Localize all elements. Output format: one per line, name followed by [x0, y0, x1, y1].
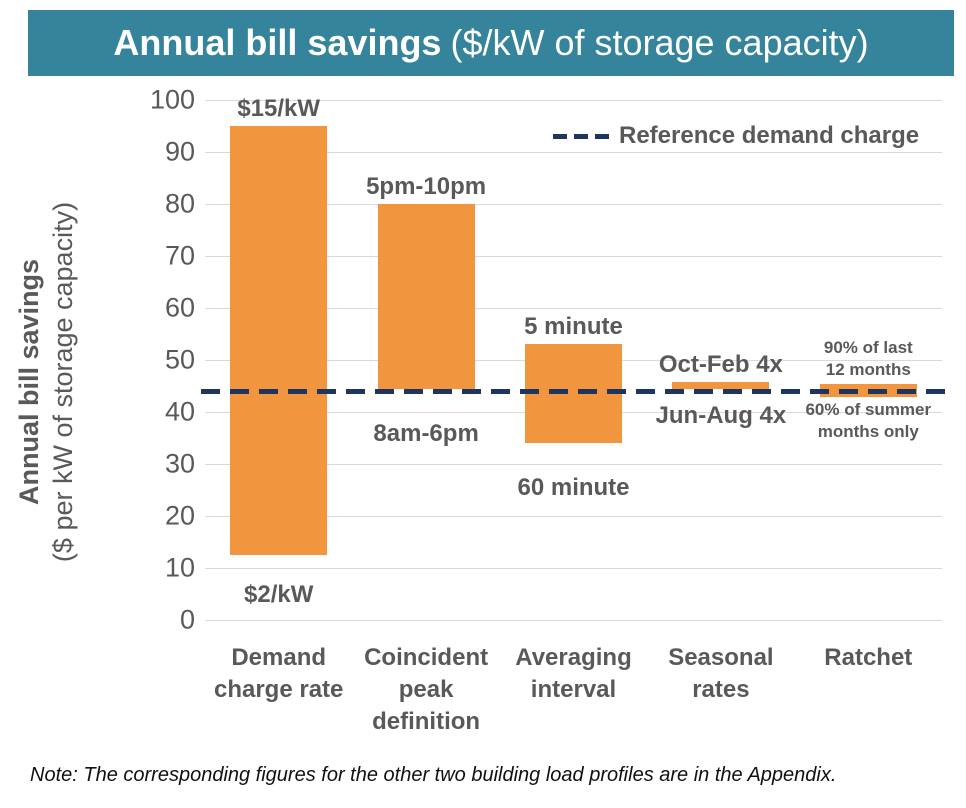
chart-title-bold: Annual bill savings: [113, 22, 442, 63]
bar-label-bottom-seasonal-rates: Jun-Aug 4x: [655, 401, 787, 429]
x-category-label-demand-charge-rate: Demand charge rate: [213, 644, 344, 703]
y-axis-title-line1: Annual bill savings: [14, 258, 45, 506]
gridline: [205, 256, 942, 257]
legend: Reference demand charge: [553, 122, 919, 150]
y-tick-label: 70: [164, 240, 195, 271]
dashed-line-swatch: [553, 133, 615, 139]
bar-label-top-demand-charge-rate: $15/kW: [237, 95, 321, 122]
y-tick-label: 50: [164, 344, 195, 375]
y-axis-title-line2: ($ per kW of storage capacity): [48, 201, 79, 563]
y-tick-label: 0: [179, 604, 195, 635]
y-tick-label: 60: [164, 292, 195, 323]
gridline: [205, 620, 942, 621]
bar-label-bottom-averaging-interval: 60 minute: [517, 474, 630, 502]
gridline: [205, 516, 942, 517]
y-axis-title-text: Annual bill savings ($ per kW of storage…: [12, 202, 80, 562]
y-tick-label: 20: [164, 500, 195, 531]
y-tick-label: 80: [164, 188, 195, 219]
gridline: [205, 308, 942, 309]
gridline: [205, 464, 942, 465]
title-banner: Annual bill savings ($/kW of storage cap…: [28, 10, 954, 76]
bar-label-top-seasonal-rates: Oct-Feb 4x: [658, 351, 783, 379]
range-bar-seasonal-rates: [672, 382, 770, 389]
bar-label-top-averaging-interval: 5 minute: [524, 313, 623, 341]
x-category-label-seasonal-rates: Seasonal rates: [668, 644, 774, 703]
y-axis-title: Annual bill savings ($ per kW of storage…: [0, 100, 92, 620]
gridline: [205, 100, 942, 101]
x-category-label-averaging-interval: Averaging interval: [515, 644, 632, 703]
bar-label-bottom-demand-charge-rate: $2/kW: [244, 581, 314, 608]
x-category-label-ratchet: Ratchet: [824, 644, 913, 671]
y-tick-label: 100: [149, 84, 195, 115]
reference-demand-charge-line: [201, 389, 953, 395]
y-tick-label: 90: [164, 136, 195, 167]
y-tick-label: 40: [164, 396, 195, 427]
x-category-label-coincident-peak-definition: Coincident peak definition: [364, 644, 489, 735]
footnote: Note: The corresponding figures for the …: [30, 764, 837, 786]
plot-area: Reference demand charge $15/kW $2/kW 5pm-1…: [201, 95, 953, 621]
bar-label-bottom-ratchet: 60% of summer months only: [805, 400, 932, 442]
bar-label-bottom-coincident-peak-definition: 8am-6pm: [373, 419, 479, 447]
chart-title-subtitle: ($/kW of storage capacity): [450, 22, 869, 63]
bar-label-top-ratchet: 90% of last 12 months: [823, 337, 913, 379]
y-tick-label: 10: [164, 552, 195, 583]
gridline: [205, 152, 942, 153]
range-bar-demand-charge-rate: [230, 126, 328, 555]
x-axis-category-labels: Demand charge rate Coincident peak definitio…: [205, 642, 942, 762]
y-tick-label: 30: [164, 448, 195, 479]
gridline: [205, 568, 942, 569]
gridline: [205, 204, 942, 205]
bar-label-top-coincident-peak-definition: 5pm-10pm: [366, 173, 487, 200]
range-bar-coincident-peak-definition: [377, 204, 475, 389]
y-axis-tick-labels: 0 10 20 30 40 50 60 70 80 90 100: [100, 86, 195, 633]
legend-label: Reference demand charge: [619, 122, 920, 149]
